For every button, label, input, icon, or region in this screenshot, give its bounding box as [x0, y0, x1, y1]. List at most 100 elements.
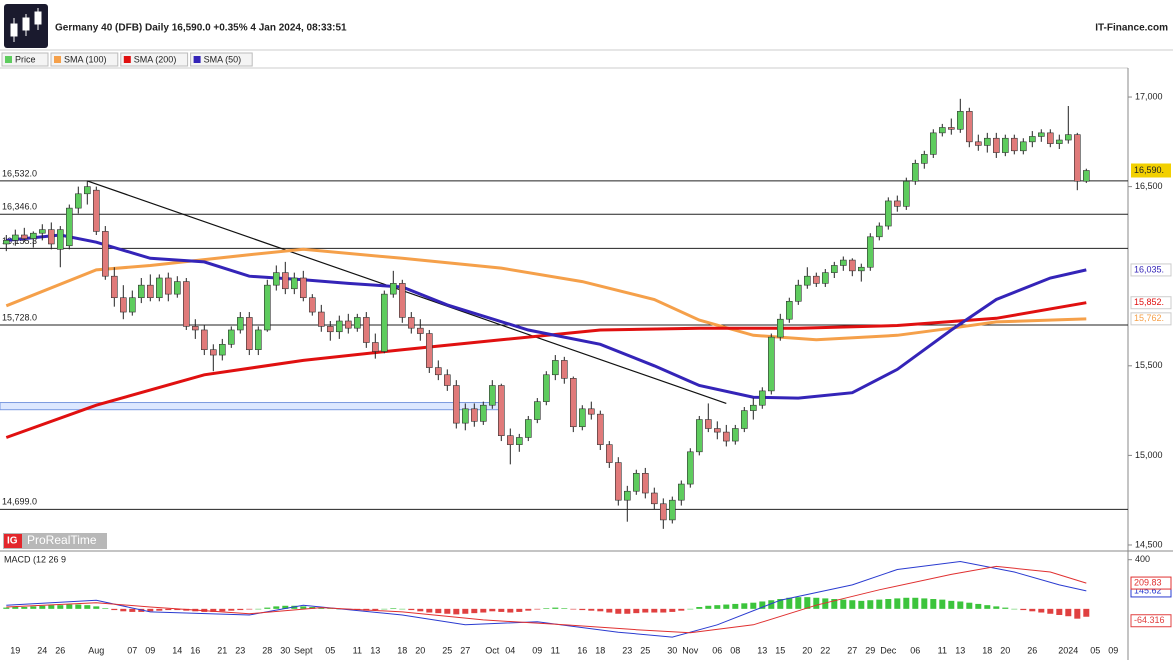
candle-body — [1083, 170, 1090, 182]
level-label-bg — [0, 235, 42, 247]
macd-histogram-bar — [147, 608, 154, 612]
x-tick-label: 16 — [577, 645, 587, 655]
candle-body — [686, 451, 694, 485]
macd-histogram-bar — [48, 605, 55, 609]
candle-body — [920, 154, 928, 164]
candle-body — [488, 385, 496, 406]
candle-body — [956, 111, 964, 130]
candle-body — [596, 413, 604, 445]
x-tick-label: 18 — [595, 645, 605, 655]
candle-body — [866, 236, 874, 268]
candle-body — [1010, 137, 1018, 152]
macd-histogram-bar — [759, 601, 766, 609]
macd-histogram-bar — [939, 599, 946, 609]
macd-histogram-bar — [966, 602, 973, 609]
candle-body — [84, 186, 91, 195]
legend-label: SMA (50) — [204, 54, 242, 64]
candle-body — [650, 492, 658, 505]
candle-body — [632, 473, 640, 492]
level-label: 16,155.3 — [2, 236, 37, 246]
sma-line — [6, 233, 1087, 400]
sma-end-label-bg — [1130, 296, 1172, 310]
candle-body — [965, 111, 973, 143]
sma-end-label: 16,035. — [1134, 264, 1164, 274]
candle-body — [1056, 139, 1063, 144]
macd-histogram-bar — [678, 608, 685, 611]
logo-badge — [3, 533, 107, 549]
sma-end-label: 15,762. — [1134, 313, 1164, 323]
x-tick-label: 30 — [280, 645, 290, 655]
candle-body — [641, 473, 649, 494]
candle-body — [677, 483, 685, 501]
macd-histogram-bar — [489, 608, 496, 612]
x-tick-label: 2024 — [1058, 645, 1078, 655]
macd-histogram-bar — [408, 608, 415, 611]
x-tick-label: 27 — [460, 645, 470, 655]
x-tick-label: Sept — [294, 645, 313, 655]
x-tick-label: 07 — [127, 645, 137, 655]
candle-body — [56, 229, 64, 250]
macd-histogram-bar — [768, 600, 775, 609]
candle-body — [623, 490, 631, 501]
x-tick-label: 13 — [955, 645, 965, 655]
candle-body — [551, 360, 559, 376]
sma-end-label-bg — [1130, 263, 1172, 277]
macd-line — [6, 560, 1087, 638]
candle-body — [749, 404, 757, 411]
level-label-bg — [0, 201, 42, 213]
macd-histogram-bar — [300, 606, 307, 609]
x-tick-label: 15 — [775, 645, 785, 655]
x-tick-label: Dec — [880, 645, 897, 655]
macd-histogram-bar — [3, 607, 10, 609]
legend-item-bg — [50, 52, 119, 67]
x-tick-label: 13 — [370, 645, 380, 655]
candle-body — [560, 360, 568, 379]
macd-histogram-bar — [174, 608, 181, 611]
candle-body — [605, 444, 613, 463]
candle-body — [335, 320, 343, 333]
x-tick-label: 09 — [532, 645, 542, 655]
legend-swatch — [123, 56, 131, 63]
level-label-bg — [0, 311, 42, 323]
macd-histogram-bar — [903, 597, 910, 609]
candle-body — [722, 431, 730, 442]
macd-histogram-bar — [831, 599, 838, 609]
candle-body — [758, 390, 766, 406]
macd-end-label-bg — [1130, 576, 1172, 590]
y-tick-label: 17,000 — [1135, 91, 1163, 101]
macd-histogram-bar — [1083, 608, 1090, 617]
macd-histogram-bar — [588, 608, 595, 611]
candle-body — [839, 259, 847, 266]
candle-body — [138, 284, 145, 299]
x-tick-label: 11 — [551, 645, 560, 655]
macd-histogram-bar — [579, 608, 586, 611]
candle-body — [371, 342, 379, 352]
candle-body — [992, 137, 1000, 153]
candle-body — [983, 137, 991, 146]
candle-body — [713, 428, 721, 433]
ig-text: IG — [7, 536, 18, 547]
candle-body — [947, 127, 955, 130]
macd-histogram-bar — [885, 599, 892, 609]
last-price-bg — [1131, 163, 1171, 178]
legend-label: SMA (100) — [64, 54, 107, 64]
candle-body — [515, 437, 523, 445]
candle-body — [129, 297, 136, 313]
macd-histogram-bar — [372, 608, 379, 611]
macd-histogram-bar — [246, 608, 253, 610]
level-label: 15,728.0 — [2, 312, 37, 322]
macd-histogram-bar — [543, 608, 550, 609]
x-tick-label: 22 — [820, 645, 830, 655]
candle-body — [147, 284, 154, 299]
macd-histogram-bar — [93, 606, 100, 609]
macd-histogram-bar — [552, 607, 559, 609]
candle-body — [794, 284, 802, 302]
macd-histogram-bar — [228, 608, 235, 611]
macd-histogram-bar — [399, 608, 406, 610]
macd-histogram-bar — [1074, 608, 1081, 619]
macd-histogram-bar — [30, 606, 37, 609]
x-tick-label: Nov — [682, 645, 699, 655]
level-label-bg — [0, 496, 42, 508]
macd-histogram-bar — [1056, 608, 1063, 615]
candle-body — [578, 408, 586, 428]
